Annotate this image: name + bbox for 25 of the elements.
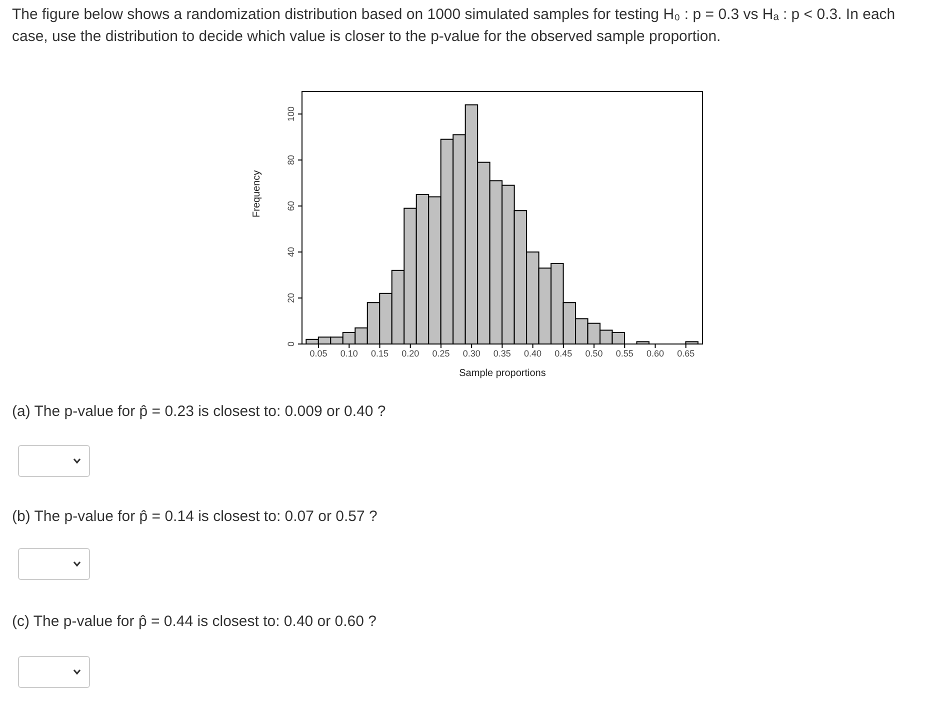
text: (a) The p-value for p̂ = 0.23 is closest to: 0.009 or 0.40 ? — [12, 402, 386, 422]
x-tick-label: 0.05 — [310, 348, 328, 358]
y-axis-title: Frequency — [252, 170, 263, 218]
text: (b) The p-value for p̂ = 0.14 is closest to: 0.07 or 0.57 ? — [12, 507, 378, 527]
y-tick-label: 60 — [286, 200, 296, 212]
x-tick-label: 0.50 — [585, 348, 603, 358]
x-tick-label: 0.15 — [370, 348, 389, 358]
x-tick-label: 0.25 — [432, 348, 450, 358]
x-tick-label: 0.60 — [646, 348, 664, 358]
y-tick-label: 80 — [286, 154, 296, 166]
x-tick-label: 0.55 — [616, 348, 634, 358]
x-axis-title: Sample proportions — [459, 368, 546, 379]
y-tick-label: 100 — [286, 106, 296, 122]
x-tick-label: 0.40 — [524, 348, 542, 358]
text: (c) The p-value for p̂ = 0.44 is closest to: 0.40 or 0.60 ? — [12, 612, 377, 632]
y-tick-label: 0 — [286, 341, 296, 347]
x-tick-label: 0.30 — [462, 348, 480, 358]
x-tick-label: 0.10 — [340, 348, 358, 358]
y-tick-label: 40 — [286, 246, 296, 258]
x-tick-label: 0.20 — [402, 348, 420, 358]
y-tick-label: 20 — [286, 292, 296, 304]
x-tick-label: 0.35 — [493, 348, 511, 358]
chart-title: The figure below shows a randomization distribution based on 1000 simulated samples for testing H₀ : p = 0.3 vs Hₐ : p < 0.3. In each case, use the distribution to decide which value is closer to the p-value for the observed sample proportion. — [12, 5, 896, 47]
x-tick-label: 0.45 — [554, 348, 572, 358]
x-tick-label: 0.65 — [677, 348, 695, 358]
